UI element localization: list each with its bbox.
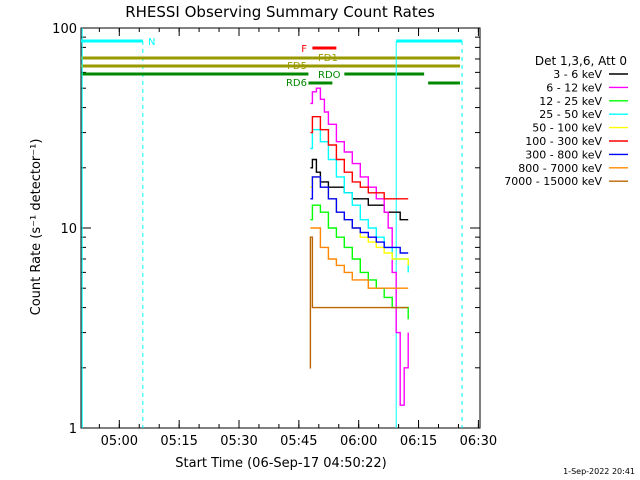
- legend-title: Det 1,3,6, Att 0: [535, 54, 627, 68]
- plot-axes: 05:00 05:15 05:30 05:45 06:00 06:15 06:30 1 10 10…: [52, 22, 497, 449]
- y-tick-label: 100: [52, 22, 77, 37]
- x-axis-label: Start Time (06-Sep-17 04:50:22): [175, 456, 386, 471]
- series-line: [309, 236, 409, 369]
- series-line: [310, 129, 409, 273]
- x-tick-label: 06:30: [460, 434, 497, 449]
- legend-label: 12 - 25 keV: [539, 95, 602, 108]
- legend-label: 50 - 100 keV: [532, 122, 602, 135]
- series-line: [310, 87, 409, 406]
- series-line: [310, 116, 409, 200]
- legend-label: 3 - 6 keV: [553, 68, 602, 81]
- legend-label: 25 - 50 keV: [539, 108, 602, 121]
- flag-label: FD5: [287, 61, 307, 72]
- series-lines: [309, 87, 409, 406]
- x-tick-label: 05:00: [101, 434, 138, 449]
- y-tick-label: 1: [69, 422, 77, 437]
- flag-label: RDO: [318, 70, 341, 81]
- series-line: [310, 176, 409, 266]
- y-tick-label: 10: [60, 222, 77, 237]
- x-tick-label: 06:00: [340, 434, 377, 449]
- flag-label: FD1: [318, 53, 338, 64]
- chart-title: RHESSI Observing Summary Count Rates: [125, 3, 435, 21]
- legend-label: 6 - 12 keV: [546, 81, 602, 94]
- x-tick-label: 05:30: [220, 434, 257, 449]
- x-tick-label: 06:15: [400, 434, 437, 449]
- series-line: [310, 176, 409, 254]
- y-axis-label: Count Rate (s⁻¹ detector⁻¹): [29, 139, 44, 316]
- legend-label: 800 - 7000 keV: [518, 162, 602, 175]
- series-line: [310, 227, 409, 289]
- timestamp: 1-Sep-2022 20:41: [563, 467, 635, 476]
- legend-label: 300 - 800 keV: [525, 148, 602, 161]
- x-tick-label: 05:45: [280, 434, 317, 449]
- series-line: [310, 158, 409, 221]
- x-tick-label: 05:15: [160, 434, 197, 449]
- legend-label: 7000 - 15000 keV: [504, 175, 602, 188]
- flag-label: RD6: [286, 78, 307, 89]
- flag-lines: N F FD1 FD5 RDO RD6: [81, 28, 463, 428]
- plot-frame: [80, 27, 481, 429]
- legend-label: 100 - 300 keV: [525, 135, 602, 148]
- flag-label: F: [301, 44, 307, 55]
- flag-label: N: [148, 37, 155, 48]
- series-line: [310, 204, 409, 320]
